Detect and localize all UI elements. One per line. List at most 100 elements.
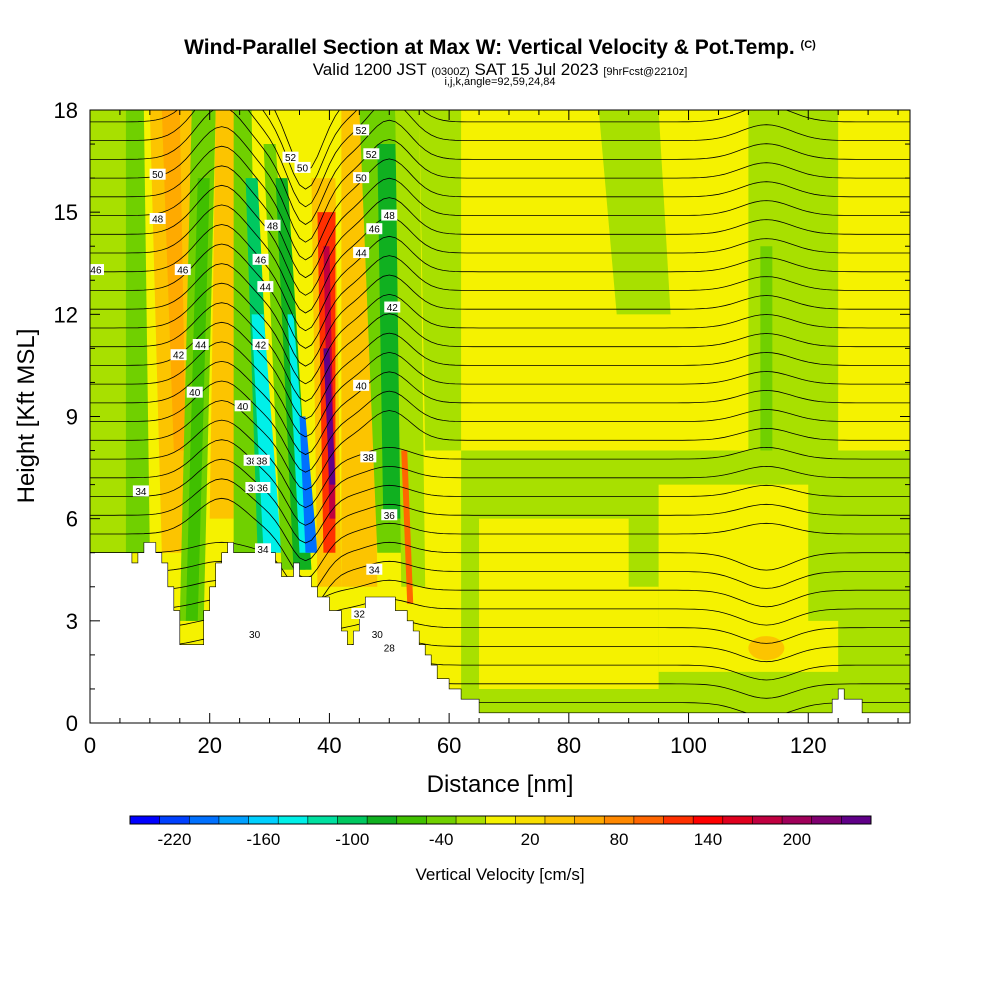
theta-contour bbox=[90, 243, 910, 349]
contour-label-text: 40 bbox=[356, 381, 368, 392]
velocity-band bbox=[748, 636, 785, 661]
x-tick-label: 40 bbox=[317, 733, 341, 758]
theta-contour bbox=[90, 263, 910, 367]
colorbar-label: Vertical Velocity [cm/s] bbox=[415, 865, 584, 884]
contour-label-text: 50 bbox=[152, 170, 164, 181]
colorbar-swatch bbox=[278, 816, 309, 824]
velocity-band bbox=[323, 348, 336, 485]
colorbar-tick-label: -160 bbox=[246, 830, 280, 849]
contour-label-text: 46 bbox=[369, 225, 381, 236]
contour-label-text: 48 bbox=[152, 214, 164, 225]
chart-subtitle: Valid 1200 JST (0300Z) SAT 15 Jul 2023 [… bbox=[0, 60, 1000, 80]
valid-time: Valid 1200 JST bbox=[312, 60, 427, 79]
contour-label-text: 30 bbox=[372, 630, 384, 641]
contour-label: 36 bbox=[381, 509, 398, 522]
colorbar-tick-label: 140 bbox=[694, 830, 722, 849]
contour-label-text: 46 bbox=[255, 255, 267, 266]
theta-contour bbox=[90, 360, 910, 455]
contour-label: 44 bbox=[257, 281, 274, 294]
contour-label: 30 bbox=[369, 628, 386, 641]
copyright-mark: (C) bbox=[800, 39, 816, 51]
colorbar-tick-label: -40 bbox=[429, 830, 454, 849]
contour-label-text: 52 bbox=[285, 153, 297, 164]
contour-label-text: 48 bbox=[267, 221, 279, 232]
theta-contour bbox=[90, 110, 910, 225]
contour-label-text: 44 bbox=[195, 340, 207, 351]
theta-contour bbox=[90, 204, 910, 314]
terrain-mask bbox=[90, 542, 910, 723]
contour-label-text: 30 bbox=[249, 630, 261, 641]
theta-contour bbox=[90, 419, 910, 509]
colorbar-swatch bbox=[574, 816, 605, 824]
contour-label: 36 bbox=[245, 482, 262, 495]
grid-info: i,j,k,angle=92,59,24,84 bbox=[444, 76, 556, 88]
contour-label-text: 48 bbox=[384, 211, 396, 222]
velocity-band bbox=[796, 620, 839, 672]
chart-title-text: Wind-Parallel Section at Max W: Vertical… bbox=[184, 36, 795, 59]
theta-contour bbox=[90, 321, 910, 420]
colorbar-tick-label: -220 bbox=[157, 830, 191, 849]
contour-label: 40 bbox=[234, 400, 251, 413]
contour-label-text: 38 bbox=[246, 456, 258, 467]
y-tick-label: 15 bbox=[54, 200, 78, 225]
y-tick-label: 9 bbox=[66, 405, 78, 430]
velocity-band bbox=[185, 178, 210, 621]
contour-label-text: 34 bbox=[369, 565, 381, 576]
velocity-band bbox=[538, 586, 659, 689]
contour-label: 38 bbox=[243, 454, 260, 467]
contour-label: 44 bbox=[192, 338, 209, 351]
theta-contour bbox=[90, 224, 910, 332]
contour-label: 50 bbox=[353, 172, 370, 185]
colorbar-swatch bbox=[337, 816, 368, 824]
contour-label-text: 36 bbox=[248, 484, 260, 495]
velocity-band bbox=[658, 484, 809, 672]
colorbar-tick-label: 200 bbox=[783, 830, 811, 849]
contour-label: 38 bbox=[360, 451, 377, 464]
colorbar-tick-label: 20 bbox=[521, 830, 540, 849]
x-tick-label: 0 bbox=[84, 733, 96, 758]
theta-contour bbox=[90, 282, 910, 385]
velocity-band bbox=[598, 110, 671, 315]
forecast-info: [9hrFcst@2210z] bbox=[603, 66, 688, 78]
contour-label-text: 38 bbox=[256, 456, 268, 467]
contour-label-text: 36 bbox=[257, 484, 269, 495]
velocity-band bbox=[125, 110, 150, 553]
theta-contour bbox=[90, 126, 910, 243]
colorbar-swatch bbox=[752, 816, 783, 824]
velocity-band bbox=[251, 314, 282, 553]
contour-label: 52 bbox=[363, 148, 380, 161]
theta-contour bbox=[90, 400, 910, 491]
colorbar-swatch bbox=[396, 816, 427, 824]
theta-contour bbox=[90, 341, 910, 438]
contour-label-text: 44 bbox=[356, 249, 368, 260]
colorbar-swatch bbox=[456, 816, 487, 824]
contour-label: 46 bbox=[90, 264, 104, 277]
contour-label-text: 42 bbox=[255, 340, 267, 351]
x-tick-label: 60 bbox=[437, 733, 461, 758]
theta-contour bbox=[90, 110, 910, 190]
colorbar-swatch bbox=[811, 816, 842, 824]
contour-label-text: 46 bbox=[90, 266, 102, 277]
contour-label-text: 42 bbox=[173, 351, 185, 362]
contour-label-text: 38 bbox=[363, 453, 375, 464]
theta-contour bbox=[90, 458, 910, 544]
colorbar-swatch bbox=[544, 816, 576, 824]
contour-label-text: 46 bbox=[177, 266, 189, 277]
contour-label: 48 bbox=[149, 212, 166, 225]
chart-title: Wind-Parallel Section at Max W: Vertical… bbox=[0, 36, 1000, 60]
terrain-blank-area bbox=[90, 542, 910, 723]
contour-label: 42 bbox=[170, 349, 187, 362]
y-tick-label: 6 bbox=[66, 507, 78, 532]
contour-label: 34 bbox=[254, 543, 271, 556]
colorbar-swatch bbox=[189, 816, 220, 824]
y-tick-label: 12 bbox=[54, 302, 78, 327]
contour-label: 50 bbox=[294, 161, 311, 174]
contour-label: 44 bbox=[353, 247, 370, 260]
x-axis-label: Distance [nm] bbox=[427, 771, 574, 798]
colorbar-swatch bbox=[485, 816, 516, 824]
theta-contour bbox=[90, 541, 910, 597]
colorbar: -220 -160 -100 -40 20 80 140 200 Vertical Veloci… bbox=[129, 815, 872, 884]
contour-label: 32 bbox=[351, 608, 368, 621]
valid-utc: (0300Z) bbox=[431, 66, 470, 78]
